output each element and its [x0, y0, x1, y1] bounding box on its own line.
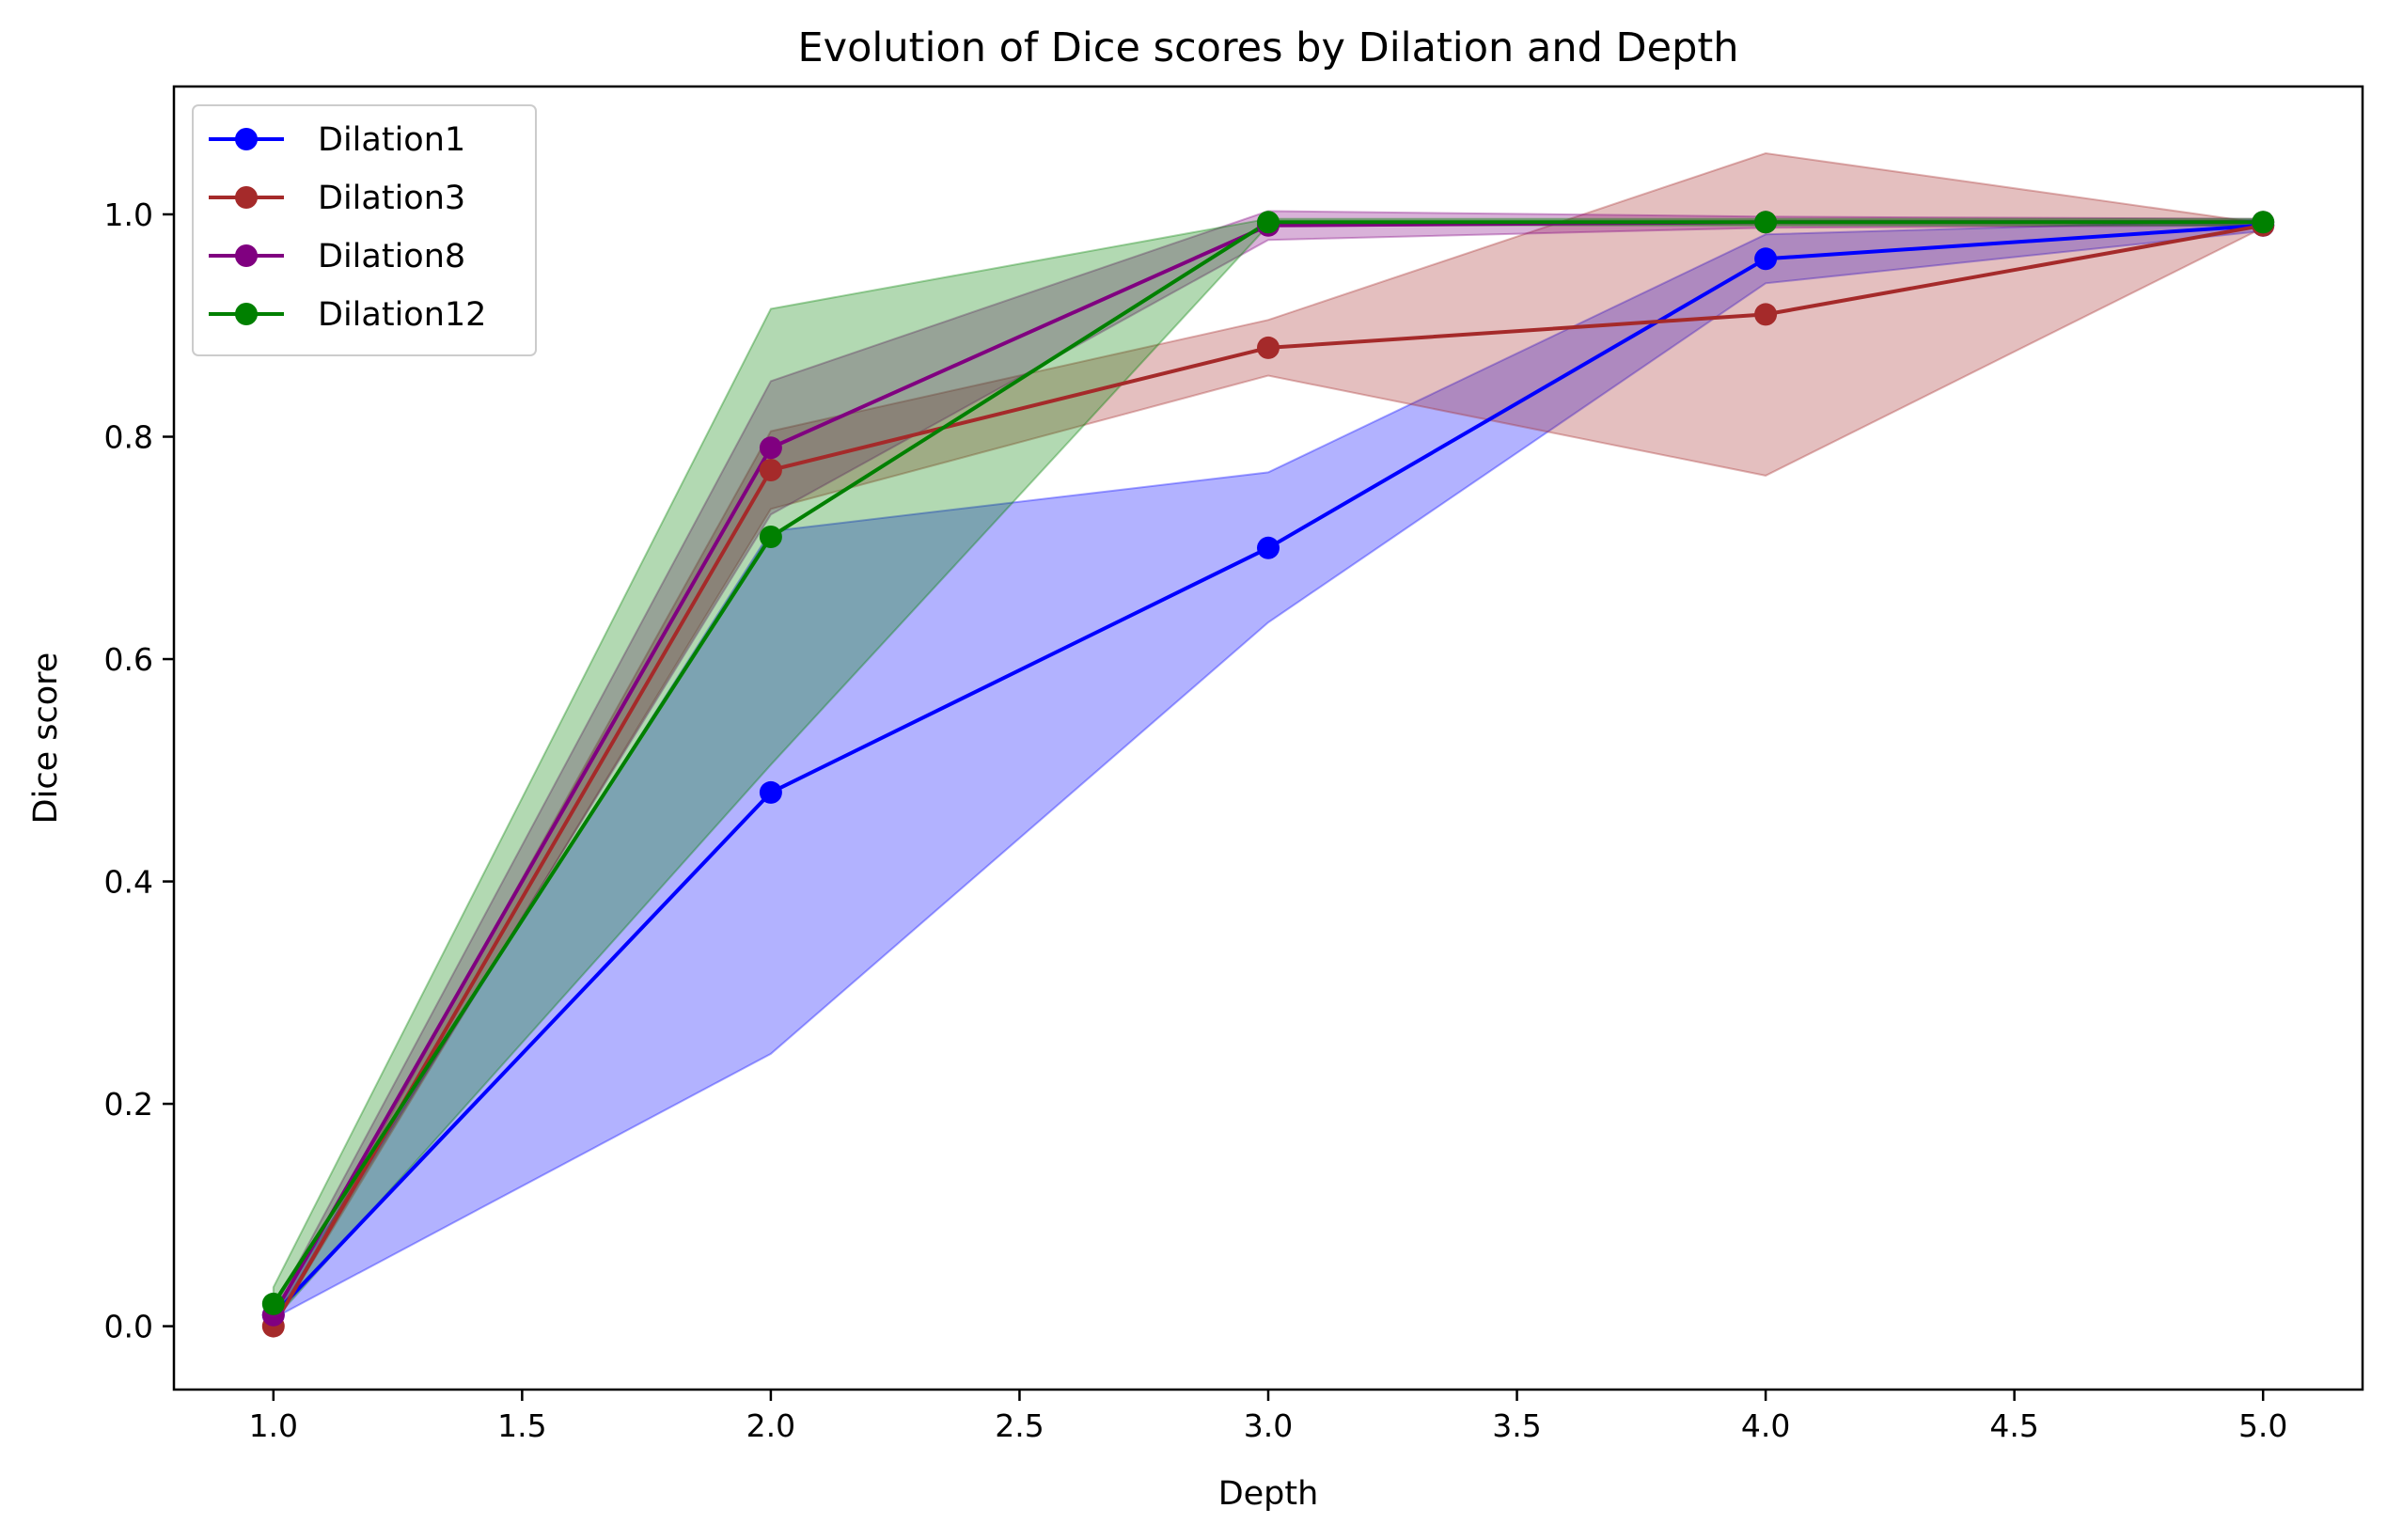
- legend-box: [192, 104, 537, 356]
- point-dilation1: [1754, 247, 1778, 271]
- legend-label-dilation8: Dilation8: [318, 238, 465, 275]
- y-tick-label: 0.8: [104, 419, 153, 456]
- point-dilation12: [261, 1292, 285, 1315]
- y-axis-ticks: 0.0 0.2 0.4 0.6 0.8 1.0: [104, 196, 174, 1345]
- legend-marker-dilation1: [235, 128, 258, 150]
- confidence-bands: [272, 151, 2265, 1328]
- legend-marker-dilation12: [235, 303, 258, 325]
- legend-label-dilation3: Dilation3: [318, 180, 465, 217]
- legend-label-dilation1: Dilation1: [318, 121, 465, 159]
- x-tick-label: 1.5: [497, 1407, 546, 1444]
- x-tick-label: 4.0: [1741, 1407, 1790, 1444]
- point-dilation8: [759, 436, 782, 460]
- y-tick-label: 0.4: [104, 864, 153, 901]
- y-tick-label: 0.0: [104, 1309, 153, 1345]
- point-dilation3: [1257, 336, 1280, 359]
- legend-label-dilation12: Dilation12: [318, 296, 486, 334]
- point-dilation12: [1257, 211, 1280, 234]
- legend: Dilation1 Dilation3 Dilation8 Dilation12: [192, 104, 537, 356]
- legend-marker-dilation8: [235, 244, 258, 267]
- x-tick-label: 5.0: [2238, 1407, 2287, 1444]
- y-tick-label: 0.2: [104, 1086, 153, 1123]
- series-markers: [261, 211, 2275, 1338]
- y-tick-label: 1.0: [104, 196, 153, 233]
- legend-marker-dilation3: [235, 186, 258, 209]
- x-tick-label: 2.0: [746, 1407, 795, 1444]
- x-tick-label: 3.0: [1244, 1407, 1293, 1444]
- point-dilation12: [759, 526, 782, 548]
- point-dilation1: [759, 780, 782, 804]
- point-dilation12: [2252, 211, 2275, 234]
- y-tick-label: 0.6: [104, 641, 153, 678]
- point-dilation3: [759, 459, 782, 481]
- x-tick-label: 4.5: [1989, 1407, 2038, 1444]
- x-tick-label: 2.5: [995, 1407, 1044, 1444]
- point-dilation1: [1257, 536, 1280, 559]
- x-axis-label: Depth: [1218, 1475, 1319, 1513]
- x-tick-label: 1.0: [249, 1407, 298, 1444]
- point-dilation12: [1754, 211, 1778, 234]
- x-tick-label: 3.5: [1492, 1407, 1541, 1444]
- y-axis-label: Dice score: [27, 652, 65, 825]
- x-axis-ticks: 1.0 1.5 2.0 2.5 3.0 3.5 4.0 4.5 5.0: [249, 1390, 2287, 1444]
- point-dilation3: [1754, 303, 1778, 326]
- chart-title: Evolution of Dice scores by Dilation and…: [797, 24, 1738, 71]
